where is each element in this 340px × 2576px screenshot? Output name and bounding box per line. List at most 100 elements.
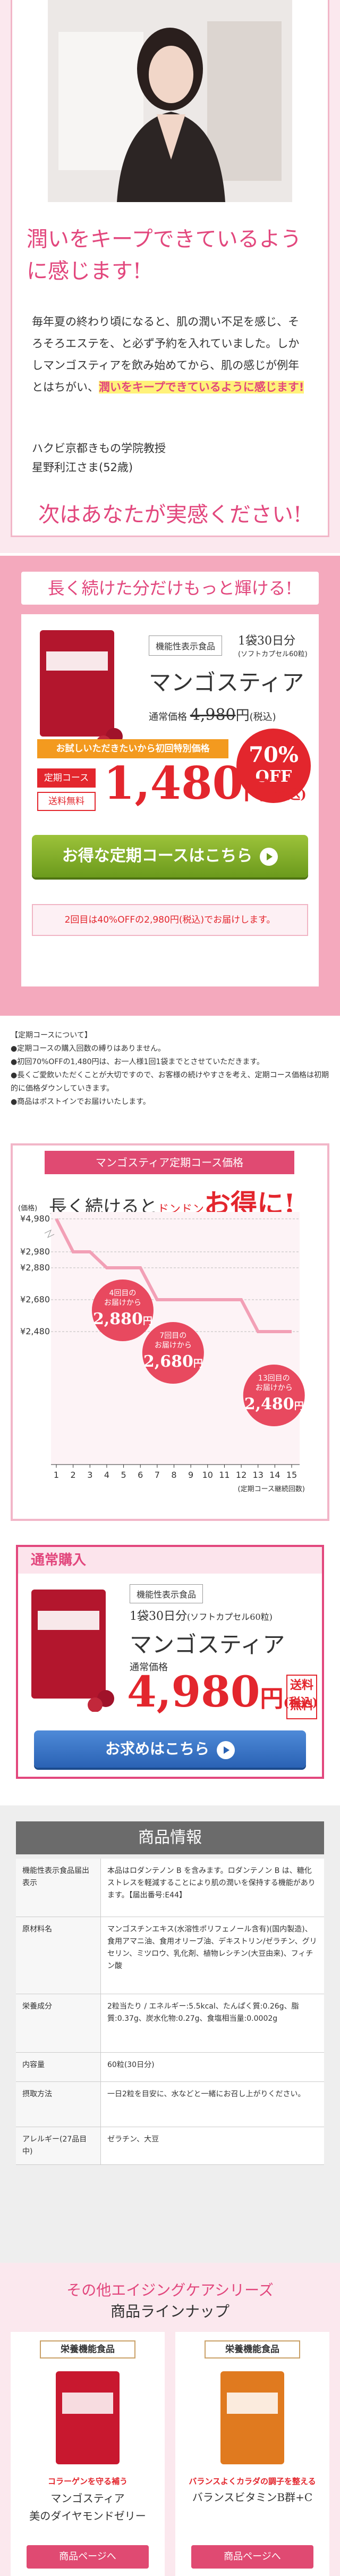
callout-line1: 7回目の — [159, 1332, 186, 1340]
product-name: バランスビタミンB群+C — [192, 2491, 313, 2504]
callout-line1: 13回目の — [258, 1374, 290, 1383]
badge: 栄養機能食品 — [205, 2340, 300, 2358]
lineup-title: 商品ラインナップ — [110, 2303, 230, 2320]
pack-text: 1袋30日分 — [130, 1610, 187, 1623]
x-tick-label: 2 — [71, 1470, 76, 1480]
product-image — [31, 1590, 114, 1712]
lineup-title-top: その他エイジングケアシリーズ — [66, 2281, 274, 2299]
product-image — [220, 2371, 284, 2464]
price-chart-section: マンゴスティア定期コース価格 長く続けるとドンドンお得に! (価格) ¥4,980… — [11, 1143, 329, 1521]
y-tick-label: ¥2,480 — [20, 1326, 50, 1336]
note-item: ●定期コースの購入回数の縛りはありません。 — [11, 1044, 166, 1053]
info-value: 60粒(30日分) — [107, 2061, 155, 2069]
product-info-title: 商品情報 — [16, 1821, 324, 1854]
x-axis-label: (定期コース継続回数) — [238, 1485, 305, 1493]
y-tick-label: ¥4,980 — [20, 1214, 50, 1224]
discount: 70% — [249, 742, 299, 767]
callout-line2: お届けから — [104, 1299, 141, 1307]
regular-label: 通常価格 — [149, 712, 187, 723]
trial-band: お試しいただきたいから初回特別価格 — [37, 739, 228, 758]
badge: 機能性表示食品 — [130, 1584, 203, 1603]
info-row: アレルギー(27品目中) ゼラチン、大豆 — [16, 2127, 324, 2165]
product-button[interactable]: 商品ページへ — [27, 2545, 149, 2569]
product-image — [40, 630, 123, 750]
callout-line2: お届けから — [155, 1341, 192, 1350]
x-tick-label: 9 — [188, 1470, 193, 1480]
pack-note: (ソフトカプセル60粒) — [187, 1612, 273, 1622]
testimonial-body: 毎年夏の終わり頃になると、肌の潤い不足を感じ、そろそろエステを、と必ず予約を入れ… — [32, 311, 308, 398]
x-tick-label: 15 — [286, 1470, 297, 1480]
callout-price: 2,880円 — [93, 1310, 152, 1328]
regular-course-button[interactable]: お得な定期コースはこちら — [32, 835, 308, 877]
buy-button[interactable]: お求めはこちら — [34, 1730, 306, 1768]
lineup-section: その他エイジングケアシリーズ 商品ラインナップ 栄養機能食品 コラーゲンを守る補う… — [0, 2263, 340, 2576]
price-value: 2,680 — [143, 1352, 193, 1371]
author-name: 星野利江さま(52歳) — [32, 461, 133, 474]
y-axis-label: (価格) — [18, 1204, 37, 1212]
photo — [48, 0, 292, 202]
price-unit: 円 — [143, 1316, 152, 1327]
product-name: 美のダイヤモンドゼリー — [29, 2510, 146, 2522]
course-label: 定期コース — [37, 768, 96, 788]
package-label — [62, 2393, 113, 2414]
testimonial-section: 潤いをキープできているように感じます! 毎年夏の終わり頃になると、肌の潤い不足を… — [0, 0, 340, 553]
x-tick-label: 13 — [253, 1470, 264, 1480]
callout-bubble — [243, 1365, 305, 1426]
body-highlight: 潤いをキープできているように感じます! — [99, 381, 304, 394]
info-label: 栄養成分 — [16, 1994, 101, 2052]
price-value: 2,480 — [244, 1395, 294, 1414]
catch: バランスよくカラダの調子を整える — [189, 2477, 316, 2486]
price-value: 2,880 — [93, 1310, 143, 1328]
x-tick-label: 6 — [138, 1470, 143, 1480]
brand: マンゴスティア — [50, 2492, 125, 2505]
product-name: マンゴスティア — [149, 670, 304, 696]
pack: 1袋30日分(ソフトカプセル60粒) — [130, 1607, 273, 1624]
button-text[interactable]: お得な定期コースはこちら — [62, 847, 253, 865]
info-value: マンゴスチンエキス(水溶性ポリフェノール含有)(国内製造)、食用アマニ油、食用オ… — [107, 1925, 317, 1970]
shipping: 送料 無料 — [286, 1675, 317, 1719]
regular-value: 4,980 — [190, 706, 236, 724]
info-value: 一日2粒を目安に、水などと一緒にお召し上がりください。 — [107, 2090, 305, 2098]
info-value: ゼラチン、大豆 — [107, 2135, 159, 2144]
author: ハクビ京都きもの学院教授 星野利江さま(52歳) — [32, 439, 166, 477]
x-tick-label: 4 — [104, 1470, 109, 1480]
info-row: 原材料名 マンゴスチンエキス(水溶性ポリフェノール含有)(国内製造)、食用アマニ油… — [16, 1917, 324, 1994]
offer-card: 機能性表示食品 1袋30日分 (ソフトカプセル60粒) マンゴスティア 通常価格… — [21, 614, 319, 986]
button-text[interactable]: お求めはこちら — [105, 1740, 209, 1758]
info-label: 内容量 — [16, 2053, 101, 2081]
product-info-section: 商品情報 機能性表示食品届出表示 本品はロダンテノン B を含みます。ロダンテノン… — [0, 1805, 340, 2263]
price: 1,480円(税込) — [104, 757, 307, 809]
info-row: 内容量 60粒(30日分) — [16, 2053, 324, 2082]
shipping-label: 送料無料 — [37, 792, 96, 811]
info-label: アレルギー(27品目中) — [16, 2127, 101, 2164]
info-label: 原材料名 — [16, 1917, 101, 1994]
product-button[interactable]: 商品ページへ — [191, 2545, 313, 2569]
price-unit: 円 — [243, 775, 269, 805]
author-title: ハクビ京都きもの学院教授 — [32, 442, 166, 455]
price: 4,980円(税込) — [127, 1667, 318, 1717]
info-value: 2粒当たり / エネルギー:5.5kcal、たんぱく質:0.26g、脂質:0.3… — [107, 2002, 299, 2023]
x-tick-label: 12 — [236, 1470, 246, 1480]
regular-header: 通常購入 — [18, 1547, 322, 1574]
second-note: 2回目は40%OFFの2,980円(税込)でお届けします。 — [32, 904, 308, 936]
callout-price: 2,680円 — [143, 1352, 203, 1371]
y-tick-label: ¥2,980 — [20, 1247, 50, 1257]
callout-line1: 4回目の — [109, 1289, 136, 1298]
note-item: ●長くご愛飲いただくことが大切ですので、お客様の続けやすさを考え、定期コース価格… — [11, 1071, 329, 1093]
package — [56, 2371, 120, 2464]
discount-badge: 70% OFF — [236, 729, 311, 803]
y-tick-label: ¥2,680 — [20, 1294, 50, 1304]
pack-note: (ソフトカプセル60粒) — [238, 650, 308, 658]
shipping-2: 無料 — [290, 1699, 313, 1712]
shipping-1: 送料 — [290, 1679, 313, 1692]
x-tick-label: 8 — [171, 1470, 176, 1480]
regular-section: 通常購入 機能性表示食品 1袋30日分(ソフトカプセル60粒) マンゴスティア … — [16, 1545, 324, 1779]
notes-list: ●定期コースの購入回数の縛りはありません。 ●初回70%OFFの1,480円は、お… — [11, 1042, 329, 1109]
x-tick-label: 14 — [269, 1470, 280, 1480]
x-tick-label: 1 — [54, 1470, 59, 1480]
regular-tax: (税込) — [249, 712, 276, 723]
notes: 【定期コースについて】 ●定期コースの購入回数の縛りはありません。 ●初回70%O… — [11, 1029, 329, 1109]
x-tick-label: 7 — [155, 1470, 160, 1480]
discount-suffix: OFF — [255, 767, 292, 786]
